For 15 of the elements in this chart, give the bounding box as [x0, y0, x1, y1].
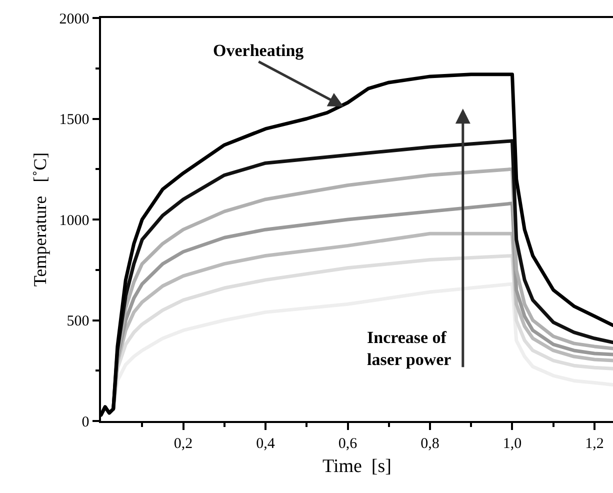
x-tick-label: 0,6: [338, 436, 358, 452]
x-tick-label: 0,4: [256, 436, 276, 452]
y-tick-label: 500: [66, 314, 90, 330]
x-tick-label: 1,2: [585, 436, 604, 452]
annotation: Increase of laser power: [367, 328, 452, 370]
y-tick-label: 1500: [59, 112, 90, 128]
y-tick-label: 2000: [59, 11, 90, 28]
y-axis-title: Temperature [˚C]: [30, 152, 50, 287]
x-tick-label: 1,0: [502, 436, 522, 452]
y-tick-label: 1000: [59, 212, 90, 229]
annotation: Overheating: [213, 41, 304, 60]
x-axis-title: Time [s]: [322, 456, 392, 478]
y-tick-label: 0: [82, 414, 90, 430]
x-tick-label: 0,2: [174, 436, 193, 452]
x-tick-label: 0,8: [420, 436, 440, 452]
